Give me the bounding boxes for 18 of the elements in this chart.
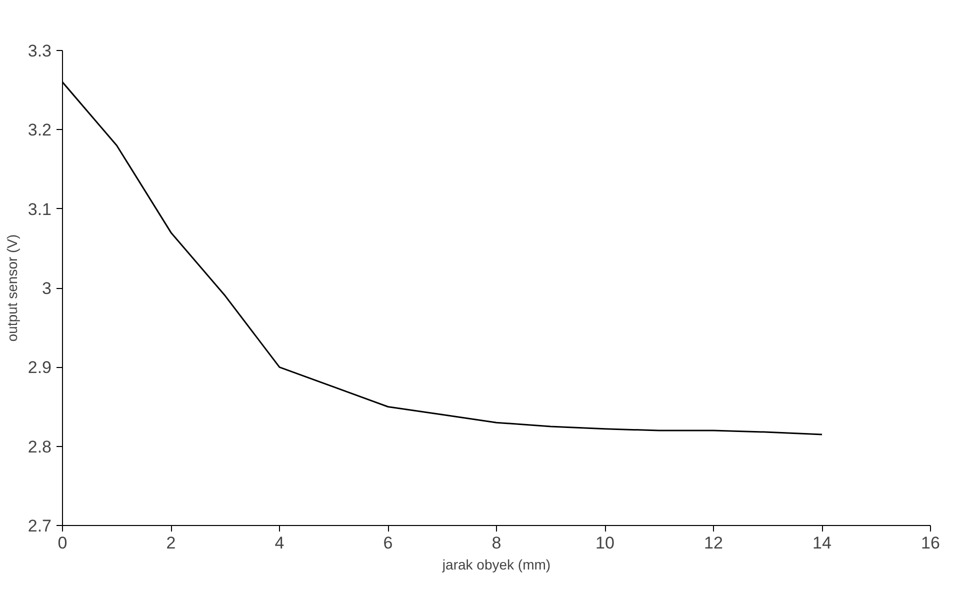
x-tick-label: 14 [812,534,832,552]
y-tick-label: 2.9 [28,358,52,378]
x-tick-label: 4 [274,534,284,552]
x-axis-title: jarak obyek (mm) [441,556,551,572]
y-tick-label: 3.3 [28,42,52,60]
y-tick-label: 2.8 [28,437,52,456]
x-tick-label: 10 [596,534,614,552]
x-tick-label: 6 [383,534,393,552]
y-tick-label: 3 [42,279,52,298]
x-tick-label: 12 [704,534,723,552]
x-tick-label: 0 [58,534,68,552]
y-tick-label: 2.7 [28,516,52,536]
x-tick-label: 2 [166,534,176,552]
x-tick-label: 16 [921,534,940,552]
y-tick-label: 3.1 [28,200,52,219]
x-tick-label: 8 [492,534,502,552]
y-axis-title: output sensor (V) [4,234,20,342]
y-tick-label: 3.2 [28,120,52,140]
